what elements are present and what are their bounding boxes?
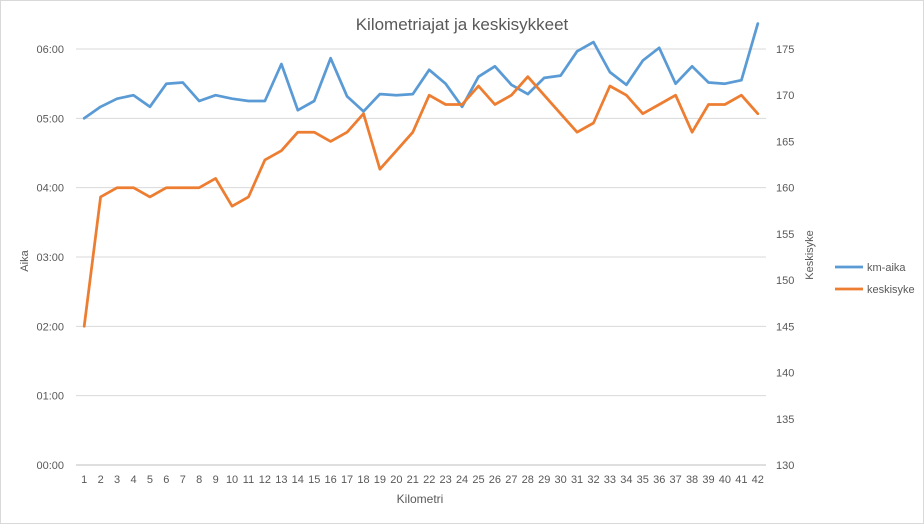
x-tick-label: 11 (243, 474, 254, 486)
x-tick-label: 31 (571, 474, 583, 486)
x-tick-label: 37 (670, 474, 682, 486)
x-tick-label: 6 (163, 474, 169, 486)
x-tick-label: 25 (472, 474, 484, 486)
x-tick-label: 10 (226, 474, 238, 486)
x-tick-label: 12 (259, 474, 271, 486)
legend-label: km-aika (867, 262, 906, 274)
left-tick-label: 02:00 (36, 321, 64, 333)
x-tick-label: 30 (555, 474, 567, 486)
right-axis-label: Keskisyke (804, 230, 816, 280)
x-tick-label: 24 (456, 474, 468, 486)
x-tick-label: 3 (114, 474, 120, 486)
legend-label: keskisyke (867, 284, 915, 296)
x-tick-label: 26 (489, 474, 501, 486)
left-tick-label: 00:00 (36, 460, 64, 472)
series-lines (82, 22, 760, 328)
series-line-keskisyke (82, 75, 760, 328)
left-axis-ticks: 00:00 01:00 02:00 03:00 04:00 05:00 06:00 (36, 44, 64, 472)
legend: km-aika keskisyke (835, 262, 915, 296)
x-tick-label: 14 (292, 474, 304, 486)
x-tick-label: 41 (735, 474, 747, 486)
x-tick-label: 29 (538, 474, 550, 486)
x-tick-label: 16 (325, 474, 337, 486)
x-tick-label: 36 (653, 474, 665, 486)
right-tick-label: 160 (776, 183, 794, 195)
x-tick-label: 38 (686, 474, 698, 486)
x-tick-label: 2 (98, 474, 104, 486)
chart-title: Kilometriajat ja keskisykkeet (356, 15, 569, 34)
right-axis-ticks: 130 135 140 145 150 155 160 165 170 175 (776, 44, 794, 472)
right-tick-label: 150 (776, 275, 794, 287)
x-tick-label: 33 (604, 474, 616, 486)
left-tick-label: 01:00 (36, 391, 64, 403)
x-tick-label: 42 (752, 474, 764, 486)
right-tick-label: 175 (776, 44, 794, 56)
x-tick-label: 21 (407, 474, 419, 486)
x-tick-label: 40 (719, 474, 731, 486)
x-tick-label: 19 (374, 474, 386, 486)
x-tick-label: 18 (357, 474, 369, 486)
right-tick-label: 140 (776, 368, 794, 380)
x-tick-label: 22 (423, 474, 435, 486)
right-tick-label: 145 (776, 321, 794, 333)
x-tick-label: 7 (180, 474, 186, 486)
x-axis-ticks: 1 2 3 4 5 6 7 8 9 10 11 12 13 14 15 16 17 18 19 20 21 22 23 24 2… (81, 474, 764, 486)
x-tick-label: 32 (587, 474, 599, 486)
right-tick-label: 155 (776, 229, 794, 241)
x-tick-label: 35 (637, 474, 649, 486)
x-tick-label: 1 (81, 474, 87, 486)
x-tick-label: 9 (213, 474, 219, 486)
right-tick-label: 165 (776, 136, 794, 148)
left-tick-label: 04:00 (36, 183, 64, 195)
x-tick-label: 15 (308, 474, 320, 486)
x-tick-label: 13 (275, 474, 287, 486)
x-tick-label: 39 (702, 474, 714, 486)
x-tick-label: 27 (505, 474, 517, 486)
x-tick-label: 17 (341, 474, 353, 486)
x-tick-label: 23 (440, 474, 452, 486)
x-axis-label: Kilometri (397, 492, 444, 506)
left-tick-label: 05:00 (36, 113, 64, 125)
x-tick-label: 28 (522, 474, 534, 486)
left-tick-label: 03:00 (36, 252, 64, 264)
left-axis-label: Aika (19, 249, 31, 271)
right-tick-label: 130 (776, 460, 794, 472)
series-line-km-aika (82, 22, 760, 120)
left-tick-label: 06:00 (36, 44, 64, 56)
x-tick-label: 20 (390, 474, 402, 486)
right-tick-label: 170 (776, 90, 794, 102)
right-tick-label: 135 (776, 414, 794, 426)
x-tick-label: 34 (620, 474, 632, 486)
x-tick-label: 4 (130, 474, 136, 486)
x-tick-label: 8 (196, 474, 202, 486)
x-tick-label: 5 (147, 474, 153, 486)
